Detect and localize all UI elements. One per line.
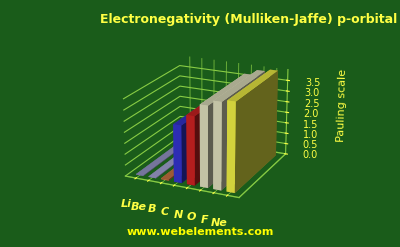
- Text: www.webelements.com: www.webelements.com: [126, 227, 274, 237]
- Text: Electronegativity (Mulliken-Jaffe) p-orbital: Electronegativity (Mulliken-Jaffe) p-orb…: [100, 13, 398, 26]
